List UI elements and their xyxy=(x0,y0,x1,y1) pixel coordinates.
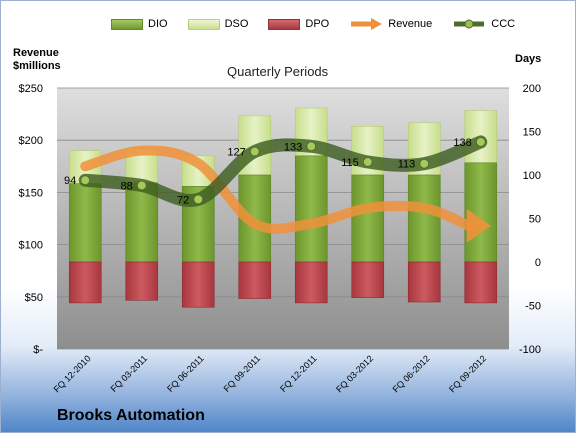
x-tick-label: FQ 06-2011 xyxy=(165,353,206,394)
legend-item-ccc: CCC xyxy=(452,17,515,31)
legend-ccc-line-icon xyxy=(454,19,485,29)
right-tick-label: -50 xyxy=(525,301,541,313)
ccc-data-label: 115 xyxy=(341,157,359,169)
ccc-data-label: 113 xyxy=(398,159,416,171)
x-tick-label: FQ 03-2011 xyxy=(109,353,150,394)
ccc-point xyxy=(136,180,147,191)
ccc-data-label: 94 xyxy=(64,175,76,187)
chart-title: Quarterly Periods xyxy=(227,64,329,79)
right-tick-label: 0 xyxy=(535,257,541,269)
legend-swatch-dpo xyxy=(268,18,301,30)
dpo-bar xyxy=(351,261,385,298)
dio-bar xyxy=(351,174,385,263)
right-axis-ticks: -100 -50 0 50 100 150 200 xyxy=(519,83,541,356)
ccc-point xyxy=(80,175,91,186)
left-axis-ticks: $- $50 $100 $150 $200 $250 xyxy=(19,83,44,356)
dpo-bar xyxy=(181,261,215,308)
ccc-data-label: 133 xyxy=(284,141,302,153)
x-tick-label: FQ 09-2011 xyxy=(222,353,263,394)
ccc-point xyxy=(306,141,317,152)
x-axis-ticks: FQ 12-2010 FQ 03-2011 FQ 06-2011 FQ 09-2011… xyxy=(52,353,489,394)
x-tick-label: FQ 03-2012 xyxy=(334,353,375,394)
dpo-bar xyxy=(407,261,441,303)
left-tick-label: $100 xyxy=(19,240,43,252)
x-tick-label: FQ 12-2010 xyxy=(52,353,93,394)
ccc-data-label: 127 xyxy=(227,147,245,159)
left-axis-title-line-2: $millions xyxy=(13,60,61,72)
left-axis-title: Revenue $millions xyxy=(13,47,61,73)
ccc-data-label: 88 xyxy=(121,180,133,192)
right-tick-label: -100 xyxy=(519,344,541,356)
ccc-line xyxy=(78,135,488,208)
legend-label-dio: DIO xyxy=(148,18,168,30)
left-tick-label: $- xyxy=(33,344,43,356)
legend-item-dso: DSO xyxy=(187,18,249,30)
ccc-data-label: 138 xyxy=(453,137,471,149)
legend-label-revenue: Revenue xyxy=(388,18,433,30)
right-tick-label: 150 xyxy=(523,127,541,139)
ccc-point xyxy=(193,194,204,205)
ccc-point xyxy=(419,158,430,169)
right-axis-title: Days xyxy=(515,53,542,65)
ccc-point xyxy=(249,146,260,157)
dio-bar xyxy=(68,183,102,263)
ccc-point xyxy=(475,136,486,147)
legend: DIO DSO DPO Revenue CCC xyxy=(111,15,535,33)
dpo-bar xyxy=(294,261,328,304)
x-tick-label: FQ 12-2011 xyxy=(278,353,319,394)
revenue-line xyxy=(80,145,474,234)
dio-bar xyxy=(407,174,441,263)
legend-label-dso: DSO xyxy=(224,18,249,30)
dpo-bar xyxy=(68,261,102,304)
ccc-series: 94 88 72 127 133 115 113 138 xyxy=(64,135,488,208)
legend-label-dpo: DPO xyxy=(305,18,330,30)
ccc-data-label: 72 xyxy=(177,194,189,206)
legend-item-dio: DIO xyxy=(111,18,168,30)
right-tick-label: 50 xyxy=(529,214,541,226)
legend-item-dpo: DPO xyxy=(268,18,329,30)
legend-label-ccc: CCC xyxy=(491,18,516,30)
left-axis-title-line-1: Revenue xyxy=(13,47,59,59)
revenue-series xyxy=(80,145,491,243)
dpo-bar xyxy=(238,261,272,299)
legend-item-revenue: Revenue xyxy=(349,17,432,31)
legend-swatch-dso xyxy=(187,18,220,30)
legend-swatch-dio xyxy=(111,18,143,30)
ccc-point xyxy=(362,156,373,167)
x-tick-label: FQ 06-2012 xyxy=(391,353,432,394)
right-tick-label: 100 xyxy=(523,170,541,182)
left-tick-label: $200 xyxy=(19,135,43,147)
revenue-arrowhead xyxy=(466,208,491,243)
left-tick-label: $250 xyxy=(19,83,43,95)
x-tick-label: FQ 09-2012 xyxy=(447,353,488,394)
right-tick-label: 200 xyxy=(523,83,541,95)
company-name: Brooks Automation xyxy=(57,407,205,424)
dpo-bar xyxy=(125,261,159,301)
legend-revenue-arrow-icon xyxy=(351,18,383,30)
left-tick-label: $50 xyxy=(25,292,43,304)
dio-bar xyxy=(294,155,328,263)
dpo-bar xyxy=(464,261,498,304)
left-tick-label: $150 xyxy=(19,187,43,199)
